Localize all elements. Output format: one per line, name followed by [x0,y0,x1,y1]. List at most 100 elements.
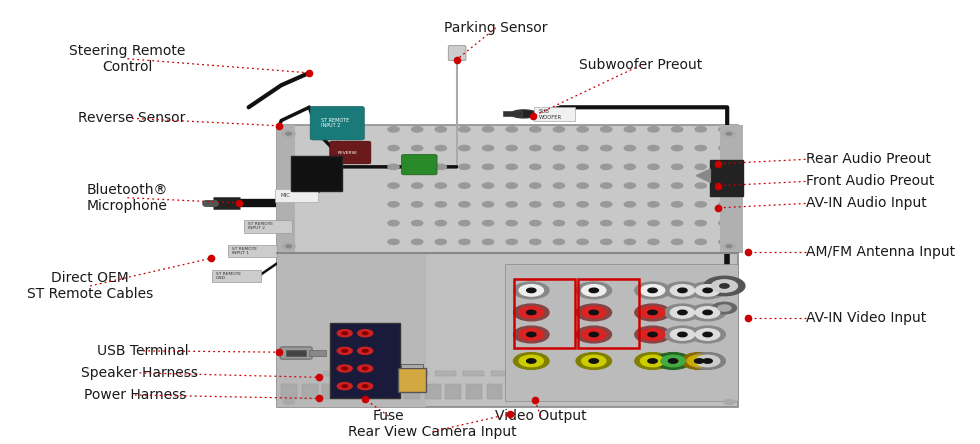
Circle shape [582,285,606,296]
Circle shape [506,221,517,226]
Circle shape [363,385,368,388]
Circle shape [664,282,700,299]
Circle shape [648,221,660,226]
Circle shape [337,365,352,372]
Circle shape [577,146,588,151]
Circle shape [554,221,564,226]
Circle shape [718,305,731,311]
Circle shape [506,127,517,132]
Text: ST REMOTE
INPUT 2: ST REMOTE INPUT 2 [248,222,272,230]
Circle shape [601,164,612,170]
Bar [351,371,371,377]
Circle shape [482,202,494,207]
Circle shape [696,285,719,296]
Bar [568,384,584,399]
Circle shape [388,221,399,226]
Circle shape [648,202,660,207]
Text: AV-IN Video Input: AV-IN Video Input [806,311,926,325]
Circle shape [635,304,670,321]
FancyBboxPatch shape [448,46,466,60]
Circle shape [526,332,536,337]
Bar [276,125,738,253]
Circle shape [670,307,695,318]
Bar [276,125,295,253]
Circle shape [519,285,543,296]
Circle shape [459,164,470,170]
Circle shape [711,280,738,292]
Circle shape [577,202,588,207]
Circle shape [589,332,599,337]
Bar [519,371,540,377]
Circle shape [695,239,707,245]
Circle shape [482,183,494,188]
Circle shape [726,132,732,135]
Circle shape [703,359,712,363]
Circle shape [337,347,352,354]
Circle shape [695,146,707,151]
Text: Video Output: Video Output [495,409,586,423]
Circle shape [337,383,352,390]
Circle shape [342,367,348,370]
Text: Rear View Camera Input: Rear View Camera Input [348,424,516,439]
Circle shape [363,332,368,334]
Circle shape [641,329,664,340]
Bar [466,384,482,399]
Bar [446,384,462,399]
Bar [401,364,423,369]
Circle shape [678,310,687,315]
Bar [719,125,743,253]
Circle shape [530,146,541,151]
Circle shape [388,146,399,151]
Circle shape [459,183,470,188]
FancyBboxPatch shape [213,270,261,282]
Bar [291,156,342,191]
Circle shape [722,131,736,137]
Circle shape [526,288,536,293]
Circle shape [506,183,517,188]
Circle shape [363,367,368,370]
Ellipse shape [511,110,537,118]
Circle shape [648,359,658,363]
Circle shape [358,329,372,337]
Text: ST REMOTE
INPUT 1: ST REMOTE INPUT 1 [232,247,257,255]
Circle shape [695,127,707,132]
Circle shape [582,307,606,318]
Circle shape [624,221,635,226]
Text: AM/FM Antenna Input: AM/FM Antenna Input [806,245,955,259]
Bar [408,371,427,377]
Circle shape [635,353,670,369]
Circle shape [435,202,446,207]
Circle shape [530,202,541,207]
Circle shape [671,183,683,188]
Text: Fuse: Fuse [372,409,405,423]
FancyBboxPatch shape [330,141,370,164]
Circle shape [671,202,683,207]
Circle shape [635,326,670,343]
Circle shape [719,284,729,288]
Circle shape [671,164,683,170]
Circle shape [576,326,612,343]
Text: Reverse Sensor: Reverse Sensor [78,111,185,125]
Circle shape [342,349,348,352]
Circle shape [656,353,691,369]
Circle shape [506,202,517,207]
Circle shape [388,202,399,207]
Circle shape [696,307,719,318]
Circle shape [690,304,725,321]
Circle shape [576,282,612,299]
Circle shape [601,239,612,245]
Circle shape [718,146,730,151]
Circle shape [388,183,399,188]
Circle shape [690,353,725,369]
FancyBboxPatch shape [244,220,292,233]
Circle shape [624,146,635,151]
Bar [660,371,679,377]
Circle shape [664,304,700,321]
Circle shape [435,221,446,226]
Circle shape [282,131,295,137]
Circle shape [526,359,536,363]
Circle shape [482,164,494,170]
Circle shape [435,127,446,132]
Circle shape [624,127,635,132]
Circle shape [671,239,683,245]
